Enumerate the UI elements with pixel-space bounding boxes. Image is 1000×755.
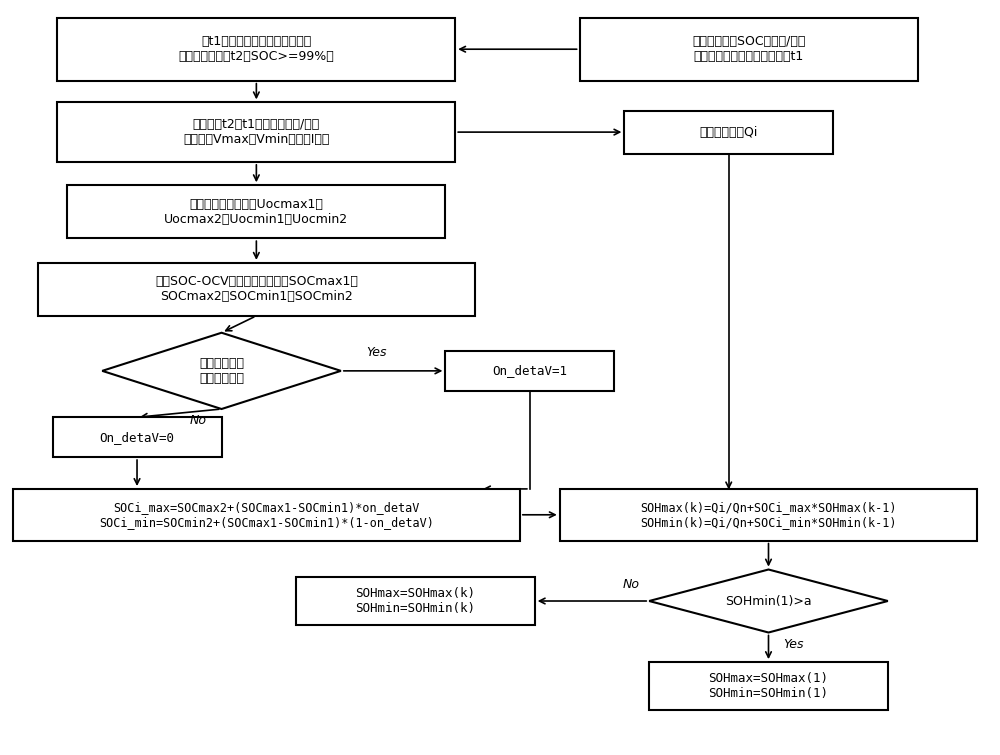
FancyBboxPatch shape (57, 102, 455, 162)
Text: SOHmax=SOHmax(1)
SOHmin=SOHmin(1): SOHmax=SOHmax(1) SOHmin=SOHmin(1) (709, 672, 829, 700)
Text: SOCi_max=SOCmax2+(SOCmax1-SOCmin1)*on_detaV
SOCi_min=SOCmin2+(SOCmax1-SOCmin1)*(: SOCi_max=SOCmax2+(SOCmax1-SOCmin1)*on_de… (99, 501, 434, 528)
Text: 应用SOC-OCV插值法得到对应的SOCmax1、
SOCmax2、SOCmin1、SOCmin2: 应用SOC-OCV插值法得到对应的SOCmax1、 SOCmax2、SOCmin… (155, 276, 358, 304)
FancyBboxPatch shape (13, 489, 520, 541)
Text: Yes: Yes (366, 346, 386, 359)
Text: 从t1往前搜索离该时刻最近的满
电时刻，定义为t2（SOC>=99%）: 从t1往前搜索离该时刻最近的满 电时刻，定义为t2（SOC>=99%） (178, 35, 334, 63)
FancyBboxPatch shape (57, 17, 455, 81)
Text: SOHmax=SOHmax(k)
SOHmin=SOHmin(k): SOHmax=SOHmax(k) SOHmin=SOHmin(k) (355, 587, 475, 615)
FancyBboxPatch shape (38, 263, 475, 316)
Text: 收集车辆t2至t1时间段内最高/最低
单体电压Vmax、Vmin、电流I数据: 收集车辆t2至t1时间段内最高/最低 单体电压Vmax、Vmin、电流I数据 (183, 118, 330, 146)
Text: Yes: Yes (783, 638, 804, 651)
FancyBboxPatch shape (296, 577, 535, 625)
Text: 搜索行车当天SOC最小值/最低
单体电压最小值，定义为时刻t1: 搜索行车当天SOC最小值/最低 单体电压最小值，定义为时刻t1 (692, 35, 805, 63)
Text: 安时积分得到Qi: 安时积分得到Qi (700, 125, 758, 139)
Text: SOHmin(1)>a: SOHmin(1)>a (725, 594, 812, 608)
FancyBboxPatch shape (445, 351, 614, 391)
FancyBboxPatch shape (67, 185, 445, 239)
Text: 应用辨识算法法得到Uocmax1、
Uocmax2、Uocmin1、Uocmin2: 应用辨识算法法得到Uocmax1、 Uocmax2、Uocmin1、Uocmin… (164, 198, 348, 226)
Text: On_detaV=0: On_detaV=0 (100, 430, 175, 444)
Polygon shape (649, 569, 888, 633)
FancyBboxPatch shape (580, 17, 918, 81)
Text: SOHmax(k)=Qi/Qn+SOCi_max*SOHmax(k-1)
SOHmin(k)=Qi/Qn+SOCi_min*SOHmin(k-1): SOHmax(k)=Qi/Qn+SOCi_max*SOHmax(k-1) SOH… (640, 501, 897, 528)
Text: 判断压差是否
先减小后增大: 判断压差是否 先减小后增大 (199, 357, 244, 385)
Text: No: No (622, 578, 639, 591)
FancyBboxPatch shape (649, 662, 888, 710)
FancyBboxPatch shape (624, 110, 833, 154)
Polygon shape (102, 333, 341, 409)
FancyBboxPatch shape (560, 489, 977, 541)
Text: No: No (190, 414, 207, 427)
Text: On_detaV=1: On_detaV=1 (492, 365, 567, 378)
FancyBboxPatch shape (53, 418, 222, 457)
